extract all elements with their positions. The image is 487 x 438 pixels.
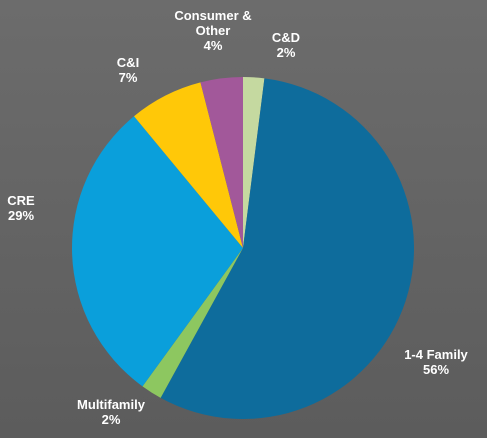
pie-slice [243, 77, 265, 248]
value-label: 2% [101, 412, 121, 427]
value-label: 56% [422, 362, 450, 377]
category-label: C&D [271, 30, 301, 45]
pie-slice [200, 77, 243, 248]
value-label: 2% [276, 45, 296, 60]
slice-label: Consumer & Other 4% [171, 8, 255, 53]
slice-label: C&D 2% [244, 30, 328, 60]
category-label: 1-4 Family [404, 347, 468, 362]
pie-slice [142, 248, 243, 398]
category-label: CRE [7, 193, 35, 208]
category-label: Multifamily [77, 397, 145, 412]
value-label: 7% [118, 70, 138, 85]
category-label: C&I [116, 55, 140, 70]
value-label: 29% [7, 208, 35, 223]
pie-slice [71, 116, 243, 387]
pie-slice [160, 78, 414, 419]
value-label: 4% [203, 38, 223, 53]
slice-label: 1-4 Family 56% [394, 347, 478, 377]
pie-slice [134, 82, 243, 248]
slice-label: CRE 29% [0, 193, 63, 223]
category-label: Consumer & Other [174, 8, 252, 38]
slice-label: Multifamily 2% [69, 397, 153, 427]
slice-label: C&I 7% [86, 55, 170, 85]
